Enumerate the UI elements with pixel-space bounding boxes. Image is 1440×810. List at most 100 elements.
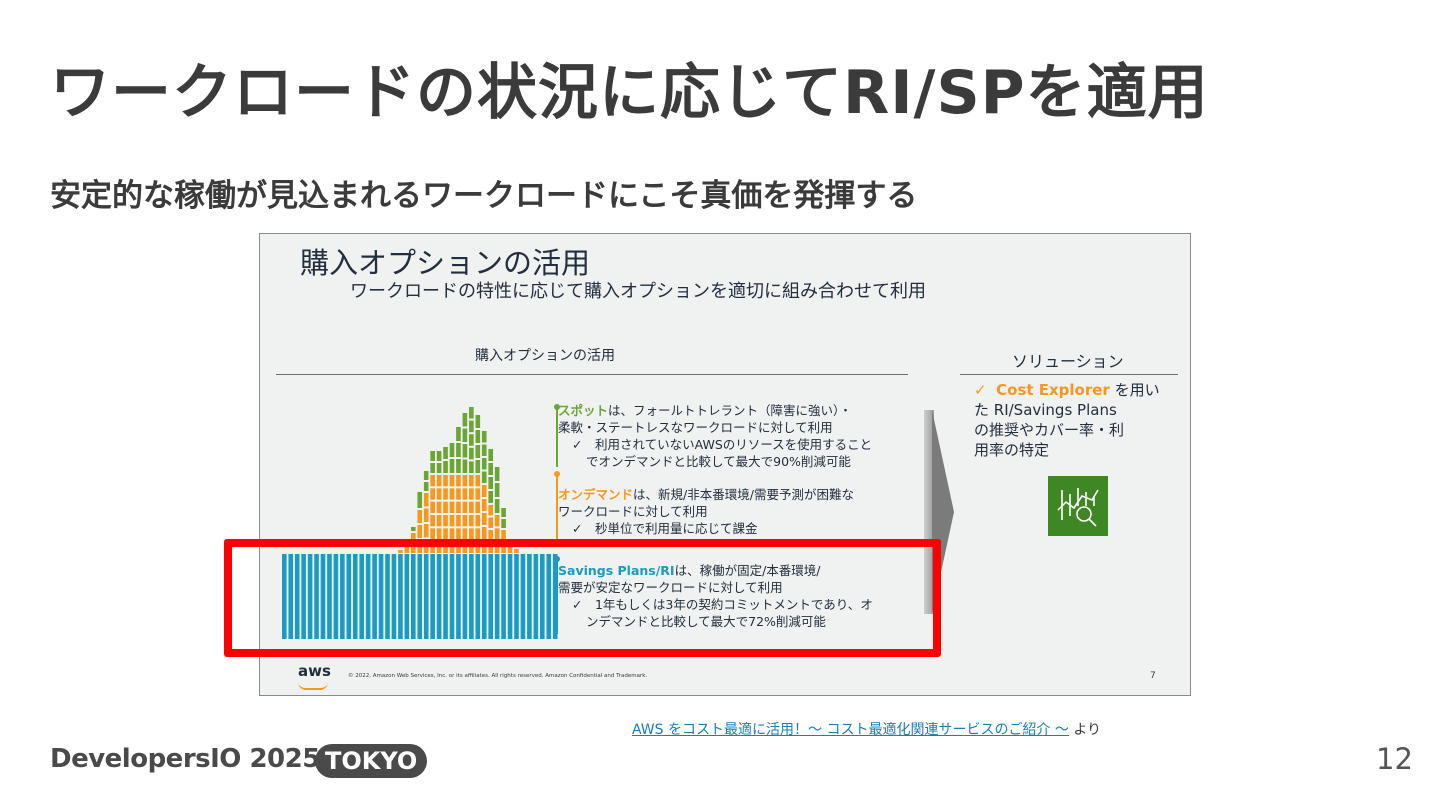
bar-ondemand-33-seg1 [488, 530, 493, 541]
bar-spot-28-seg1 [456, 443, 461, 457]
bar-savings-42 [546, 554, 552, 639]
bar-ondemand-26-seg2 [443, 515, 448, 527]
bar-savings-14 [365, 554, 371, 639]
check-icon: ✓ [974, 381, 987, 399]
bar-spot-35-seg0 [501, 519, 506, 528]
brand-badge: TOKYO [315, 744, 428, 778]
solution-line2: た RI/Savings Plans [974, 401, 1117, 419]
embed-copyright: © 2022, Amazon Web Services, Inc. or its… [348, 673, 648, 679]
bar-ondemand-26-seg5 [443, 475, 448, 487]
source-suffix: より [1068, 722, 1102, 738]
source-link[interactable]: AWS をコスト最適に活用！～ コスト最適化関連サービスのご紹介 ～ [632, 722, 1069, 738]
brand-logo: DevelopersIO 2025 [50, 744, 320, 774]
bar-ondemand-30-seg0 [469, 541, 474, 553]
bar-savings-41 [540, 554, 545, 639]
bar-spot-29-seg2 [462, 428, 468, 442]
bar-savings-28 [456, 554, 461, 639]
ondemand-name: オンデマンド [558, 487, 634, 502]
red-highlight-box [224, 539, 941, 657]
bar-ondemand-27-seg1 [449, 528, 455, 540]
bar-spot-26-seg1 [443, 447, 448, 459]
bar-ondemand-29-seg5 [462, 475, 468, 487]
ondemand-bracket-line [556, 474, 558, 544]
spot-name: スポット [558, 403, 609, 418]
bar-savings-40 [533, 554, 539, 639]
bar-savings-17 [385, 554, 390, 639]
bar-spot-32-seg1 [481, 458, 487, 470]
bar-ondemand-32-seg2 [481, 513, 487, 525]
bar-spot-35-seg1 [501, 508, 506, 517]
bar-ondemand-26-seg3 [443, 501, 448, 513]
bar-spot-30-seg4 [469, 407, 474, 419]
bar-spot-31-seg1 [475, 445, 481, 458]
bar-ondemand-30-seg1 [469, 528, 474, 540]
bar-spot-29-seg0 [462, 459, 468, 473]
bar-savings-24 [430, 554, 435, 639]
bar-ondemand-31-seg2 [475, 515, 481, 527]
solution-line1: を用い [1109, 381, 1160, 399]
savings-name: Savings Plans/RI [558, 563, 675, 578]
bar-savings-8 [327, 554, 332, 639]
embed-section-right-rule [960, 374, 1178, 375]
bar-ondemand-29-seg0 [462, 541, 468, 553]
bar-ondemand-33-seg2 [488, 517, 493, 528]
embed-section-left-heading: 購入オプションの活用 [475, 348, 615, 364]
bar-savings-11 [346, 554, 352, 639]
ondemand-line3: ✓ 秒単位で利用量に応じて課金 [572, 521, 758, 536]
aws-logo-smile [298, 682, 328, 690]
bar-ondemand-30-seg2 [469, 515, 474, 527]
bar-ondemand-30-seg3 [469, 501, 474, 513]
bar-spot-31-seg2 [475, 430, 481, 443]
bar-savings-20 [404, 554, 410, 639]
bar-spot-22 [417, 492, 423, 508]
bar-savings-25 [436, 554, 442, 639]
bar-savings-1 [282, 554, 287, 639]
bar-ondemand-33-seg0 [488, 542, 493, 553]
bar-ondemand-28-seg4 [456, 488, 461, 500]
bar-savings-34 [494, 554, 500, 639]
spot-line2: 柔軟・ステートレスなワークロードに対して利用 [558, 420, 833, 435]
bar-savings-16 [378, 554, 384, 639]
bar-ondemand-25-seg5 [436, 475, 442, 487]
bar-spot-30-seg2 [469, 434, 474, 446]
bar-ondemand-31-seg0 [475, 541, 481, 553]
bar-ondemand-29-seg4 [462, 488, 468, 500]
embed-section-left-rule [276, 374, 908, 375]
bar-ondemand-25-seg1 [436, 528, 442, 540]
savings-bracket-dot [554, 556, 560, 562]
bar-savings-22 [417, 554, 423, 639]
bar-ondemand-25-seg0 [436, 541, 442, 553]
bar-ondemand-28-seg5 [456, 475, 461, 487]
bar-ondemand-25-seg2 [436, 515, 442, 527]
bar-ondemand-34-seg1 [494, 528, 500, 540]
ondemand-line2: ワークロードに対して利用 [558, 504, 708, 519]
bar-ondemand-24-seg2 [430, 515, 435, 527]
bar-ondemand-31-seg4 [475, 488, 481, 500]
cost-explorer-name: Cost Explorer [996, 381, 1110, 399]
slide-subtitle: 安定的な稼働が見込まれるワークロードにこそ真価を発揮する [50, 178, 918, 214]
bar-ondemand-25-seg4 [436, 488, 442, 500]
bar-ondemand-28-seg2 [456, 515, 461, 527]
bar-ondemand-30-seg4 [469, 488, 474, 500]
bar-spot-30-seg1 [469, 447, 474, 460]
bar-spot-24-seg0 [430, 463, 435, 473]
savings-line3: ✓ 1年もしくは3年の契約コミットメントであり、オ [572, 597, 873, 612]
bar-ondemand-37 [514, 549, 519, 553]
bar-savings-12 [352, 554, 358, 639]
bar-ondemand-29-seg3 [462, 501, 468, 513]
bar-savings-10 [340, 554, 345, 639]
bar-spot-27-seg1 [449, 443, 455, 457]
bar-spot-30-seg3 [469, 420, 474, 433]
bar-ondemand-32-seg0 [481, 541, 487, 553]
ondemand-line1: は、新規/非本番環境/需要予測が困難な [633, 487, 854, 502]
spot-line3: ✓ 利用されていないAWSのリソースを使用すること [572, 437, 873, 452]
bar-ondemand-24-seg3 [430, 501, 435, 513]
bar-savings-38 [520, 554, 526, 639]
bar-ondemand-24-seg1 [430, 528, 435, 540]
bar-ondemand-21-seg0 [411, 544, 416, 553]
embedded-slide-screenshot: 購入オプションの活用 ワークロードの特性に応じて購入オプションを適切に組み合わせ… [259, 233, 1191, 696]
bar-ondemand-28-seg1 [456, 528, 461, 540]
spot-line1: は、フォールトトレラント（障害に強い）・ [608, 403, 852, 418]
bar-savings-2 [288, 554, 294, 639]
bar-ondemand-30-seg5 [469, 475, 474, 487]
